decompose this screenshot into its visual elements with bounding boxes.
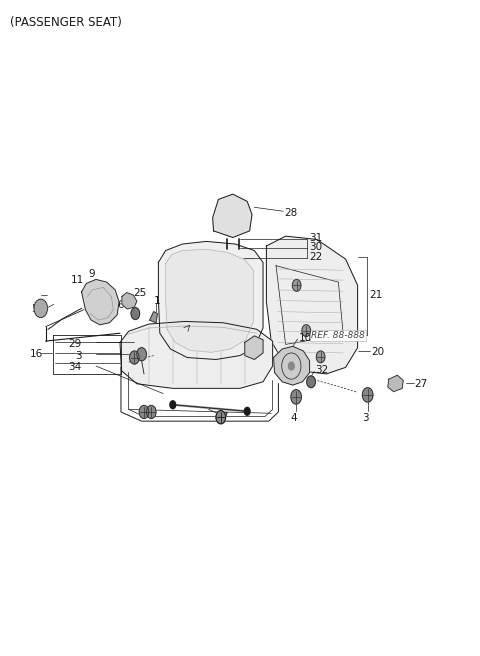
Text: 21: 21 [369, 290, 383, 300]
Text: 16: 16 [30, 348, 43, 359]
Circle shape [216, 411, 226, 424]
Text: 3: 3 [75, 350, 82, 361]
Text: 27: 27 [415, 379, 428, 390]
Circle shape [292, 279, 301, 291]
Text: 28: 28 [285, 207, 298, 218]
Text: 9: 9 [89, 269, 96, 279]
Text: 5: 5 [31, 304, 38, 314]
Circle shape [131, 308, 140, 319]
Polygon shape [274, 346, 310, 385]
Polygon shape [158, 241, 263, 359]
Circle shape [139, 405, 149, 419]
Polygon shape [82, 279, 119, 325]
Polygon shape [150, 312, 157, 323]
Polygon shape [245, 336, 263, 359]
Polygon shape [122, 293, 137, 309]
Text: (PASSENGER SEAT): (PASSENGER SEAT) [10, 16, 121, 30]
Text: 3: 3 [362, 413, 369, 423]
Text: 32: 32 [315, 365, 329, 375]
Text: 4: 4 [291, 413, 298, 423]
Circle shape [244, 407, 250, 415]
Circle shape [302, 325, 311, 337]
Text: 6: 6 [118, 300, 124, 310]
Polygon shape [120, 321, 273, 388]
Polygon shape [213, 194, 252, 237]
Text: 25: 25 [133, 288, 146, 298]
Text: 7: 7 [221, 412, 228, 422]
Text: 34: 34 [68, 362, 82, 373]
Text: 11: 11 [71, 275, 84, 285]
Polygon shape [266, 236, 358, 374]
Circle shape [146, 405, 156, 419]
Circle shape [170, 401, 176, 409]
Circle shape [288, 362, 294, 370]
Circle shape [34, 299, 48, 318]
Text: 20: 20 [371, 347, 384, 358]
Text: 30: 30 [309, 242, 322, 253]
Circle shape [216, 411, 226, 424]
Text: 1: 1 [154, 296, 161, 306]
Circle shape [362, 388, 373, 402]
Circle shape [291, 390, 301, 404]
Text: 22: 22 [309, 252, 323, 262]
Circle shape [307, 376, 315, 388]
Text: 29: 29 [68, 338, 82, 349]
Text: REF. 88-888: REF. 88-888 [311, 331, 365, 340]
Circle shape [130, 351, 139, 364]
Polygon shape [166, 249, 253, 352]
Circle shape [137, 348, 146, 361]
Text: 10: 10 [299, 333, 312, 343]
Text: 31: 31 [309, 233, 323, 243]
Polygon shape [388, 375, 403, 392]
Circle shape [316, 351, 325, 363]
